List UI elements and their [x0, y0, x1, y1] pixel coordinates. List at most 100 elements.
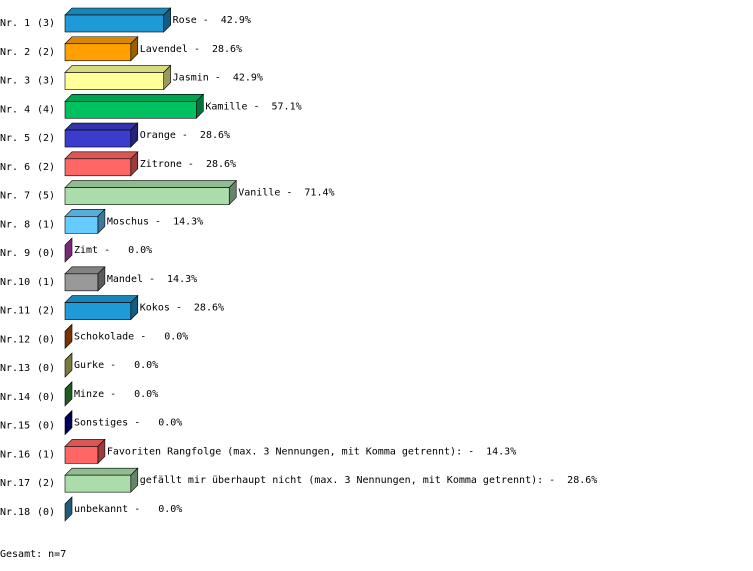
separator: - [104, 245, 110, 256]
bar [64, 273, 99, 292]
bar-name: Kokos [140, 303, 170, 314]
separator: - [176, 303, 182, 314]
bar-top [64, 65, 172, 73]
bar [64, 302, 132, 320]
footer: Gesamt: n=7 [0, 549, 66, 560]
row-label: Nr.14 [0, 392, 30, 403]
count-label: (0) [37, 421, 55, 432]
bar-name: Sonstiges [74, 418, 128, 429]
bar-label: Lavendel - 28.6% [140, 44, 242, 55]
separator: - [155, 216, 161, 227]
bar-label: Minze - 0.0% [74, 389, 158, 400]
separator: - [149, 274, 155, 285]
bar [64, 446, 99, 464]
bar-label: Zimt - 0.0% [74, 245, 152, 256]
separator: - [110, 389, 116, 400]
row-label: Nr. 2 [0, 47, 30, 58]
bar-top [64, 122, 139, 131]
row-label: Nr.12 [0, 334, 30, 345]
bar [64, 72, 164, 90]
value-label: 0.0% [158, 504, 182, 515]
bar-top [64, 7, 172, 16]
separator: - [182, 130, 188, 141]
count-label: (2) [37, 478, 55, 489]
bar [64, 14, 164, 33]
row-label: Nr. 8 [0, 219, 30, 230]
bar-name: Gurke [74, 360, 104, 371]
bar [64, 100, 197, 119]
separator: - [110, 360, 116, 371]
bar-label: gefällt mir überhaupt nicht (max. 3 Nenn… [140, 475, 598, 486]
bar-side [64, 352, 73, 378]
value-label: 0.0% [134, 360, 158, 371]
bar-name: unbekannt [74, 504, 128, 515]
bar-label: Sonstiges - 0.0% [74, 418, 182, 429]
count-label: (2) [37, 133, 55, 144]
bar-top [64, 295, 139, 303]
count-label: (1) [37, 219, 55, 230]
row-label: Nr. 5 [0, 133, 30, 144]
bar-top [64, 180, 237, 188]
row-label: Nr.13 [0, 363, 30, 374]
count-label: (0) [37, 507, 55, 518]
row-label: Nr. 1 [0, 18, 30, 29]
count-label: (0) [37, 363, 55, 374]
value-label: 0.0% [158, 418, 182, 429]
bar-label: Vanille - 71.4% [238, 188, 334, 199]
count-label: (2) [37, 162, 55, 173]
bar [64, 43, 132, 62]
bar-label: Orange - 28.6% [140, 130, 230, 141]
bar-name: Vanille [238, 188, 280, 199]
count-label: (3) [37, 76, 55, 87]
row-label: Nr.18 [0, 507, 30, 518]
count-label: (3) [37, 18, 55, 29]
bar-side [64, 237, 73, 263]
row-label: Nr.10 [0, 277, 30, 288]
count-label: (0) [37, 334, 55, 345]
bar-label: Jasmin - 42.9% [173, 73, 263, 84]
value-label: 0.0% [134, 389, 158, 400]
bar-label: Moschus - 14.3% [107, 216, 203, 227]
value-label: 42.9% [221, 15, 251, 26]
count-label: (4) [37, 104, 55, 115]
value-label: 14.3% [167, 274, 197, 285]
bar-label: Zitrone - 28.6% [140, 159, 236, 170]
value-label: 14.3% [486, 446, 516, 457]
bar-top [64, 151, 139, 160]
row-label: Nr. 7 [0, 191, 30, 202]
bar [64, 158, 132, 177]
separator: - [253, 101, 259, 112]
count-label: (2) [37, 47, 55, 58]
count-label: (5) [37, 191, 55, 202]
separator: - [468, 446, 474, 457]
bar-name: Minze [74, 389, 104, 400]
count-label: (2) [37, 306, 55, 317]
row-label: Nr.17 [0, 478, 30, 489]
row-label: Nr. 3 [0, 76, 30, 87]
bar-name: Kamille [205, 101, 247, 112]
separator: - [134, 504, 140, 515]
bar-name: Orange [140, 130, 176, 141]
separator: - [134, 418, 140, 429]
count-label: (0) [37, 248, 55, 259]
value-label: 28.6% [212, 44, 242, 55]
bar-top [64, 467, 139, 476]
bar-name: Mandel [107, 274, 143, 285]
bar-top [64, 93, 205, 102]
value-label: 0.0% [128, 245, 152, 256]
row-label: Nr.11 [0, 306, 30, 317]
bar-name: Rose [173, 15, 197, 26]
bar-name: Schokolade [74, 331, 134, 342]
row-label: Nr.15 [0, 421, 30, 432]
bar-label: Mandel - 14.3% [107, 274, 197, 285]
separator: - [140, 331, 146, 342]
bar [64, 216, 99, 234]
bar-label: Kamille - 57.1% [205, 101, 301, 112]
bar [64, 129, 132, 148]
bar-side [64, 323, 73, 350]
bar-name: Jasmin [173, 73, 209, 84]
value-label: 28.6% [200, 130, 230, 141]
bar-label: unbekannt - 0.0% [74, 504, 182, 515]
bar-name: Zitrone [140, 159, 182, 170]
